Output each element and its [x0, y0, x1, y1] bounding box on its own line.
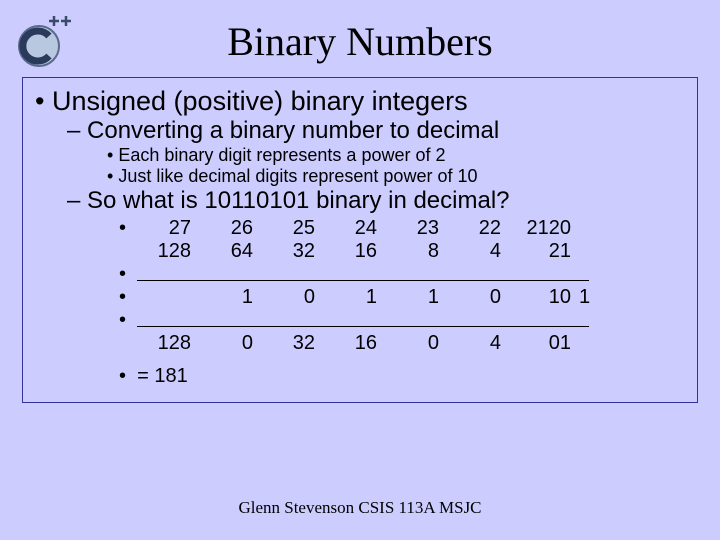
slide-title: Binary Numbers [0, 0, 720, 77]
table-row-head2: 128 64 32 16 8 4 21 [119, 240, 687, 263]
conversion-table: • 27 26 25 24 23 22 2120 128 64 32 16 8 … [119, 217, 687, 355]
table-row-vals: 128 0 32 16 0 4 01 [119, 332, 687, 355]
bullet-level3-b: Just like decimal digits represent power… [107, 166, 687, 187]
table-row-bits: • 1 0 1 1 0 10 1 [119, 286, 687, 309]
cpp-logo-icon [15, 8, 75, 70]
bullet-level1: Unsigned (positive) binary integers [35, 86, 687, 117]
result-line: • = 181 [119, 365, 687, 388]
content-box: Unsigned (positive) binary integers Conv… [22, 77, 698, 403]
bullet-level2-b: So what is 10110101 binary in decimal? [67, 187, 687, 215]
table-rule-1: • [119, 263, 687, 286]
bullet-level2-a: Converting a binary number to decimal [67, 117, 687, 145]
table-rule-2: • [119, 309, 687, 332]
bullet-level3-a: Each binary digit represents a power of … [107, 145, 687, 166]
footer-text: Glenn Stevenson CSIS 113A MSJC [0, 498, 720, 518]
table-row-head1: • 27 26 25 24 23 22 2120 [119, 217, 687, 240]
